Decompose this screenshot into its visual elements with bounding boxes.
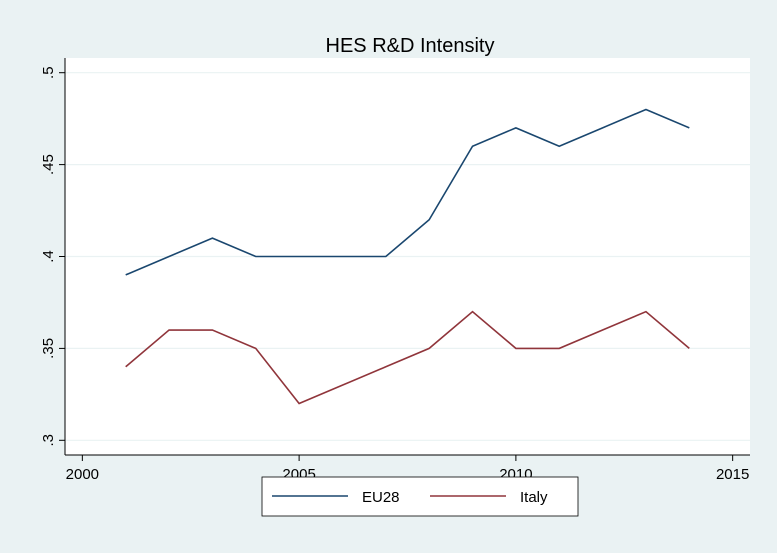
legend-box (261, 476, 579, 517)
legend-label: Italy (520, 489, 548, 506)
line-series (125, 108, 690, 276)
x-tick-label: 2015 (716, 466, 749, 483)
y-tick-label: .45 (40, 154, 57, 175)
y-tick-label: .5 (40, 66, 57, 79)
y-tick-label: .35 (40, 338, 57, 359)
chart-title: HES R&D Intensity (326, 35, 495, 57)
line-series (125, 310, 690, 405)
x-tick-label: 2000 (66, 466, 99, 483)
y-tick-label: .3 (40, 434, 57, 447)
legend-label: EU28 (362, 489, 400, 506)
y-tick-label: .4 (40, 250, 57, 263)
